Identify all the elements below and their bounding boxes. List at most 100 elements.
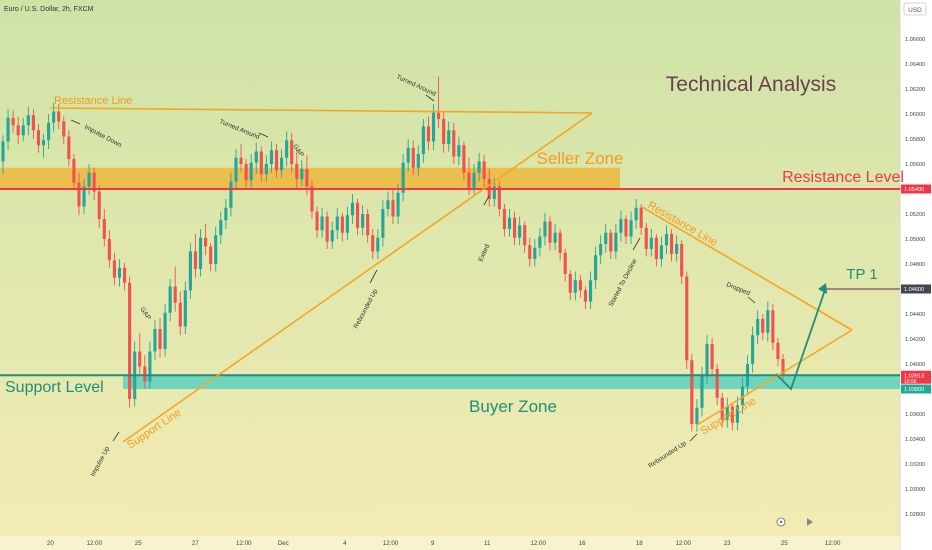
candle-body [558, 232, 562, 253]
candle [325, 211, 329, 249]
candle [310, 180, 314, 219]
y-tick-label: 1.05600 [905, 162, 925, 168]
candle [477, 152, 481, 182]
candle [11, 110, 15, 133]
candle [21, 117, 25, 142]
currency-badge [903, 2, 927, 16]
candle-body [254, 151, 258, 163]
candle-body [442, 119, 446, 144]
candle-body [77, 182, 81, 207]
price-tag-subtext: 19:56 [904, 379, 917, 385]
candle [143, 355, 147, 389]
candle [300, 160, 304, 187]
price-tag-text: 1.05400 [904, 187, 924, 193]
arrow-impulse-down-icon [70, 119, 81, 125]
candle-body [214, 235, 218, 264]
candle [690, 354, 694, 432]
y-tick-label: 1.03200 [905, 462, 925, 468]
candle [117, 259, 122, 287]
support-line-right [696, 329, 853, 426]
candle [31, 109, 35, 139]
candle-body [259, 151, 263, 174]
candle [254, 142, 258, 174]
candle-body [502, 209, 506, 229]
candle-body [198, 237, 203, 269]
y-tick-label: 1.05200 [905, 212, 925, 218]
candle-body [771, 310, 775, 343]
candle-body [507, 217, 512, 229]
x-tick-label: 9 [431, 540, 435, 547]
price-tag-text: 1.03800 [904, 387, 924, 393]
candle [761, 314, 765, 341]
candle-body [138, 351, 142, 367]
candle-body [345, 215, 349, 233]
candle [568, 270, 572, 301]
x-tick-label: 16 [579, 540, 586, 547]
candle-body [112, 260, 116, 278]
y-tick-label: 1.04800 [905, 262, 925, 268]
seller-zone-label: Seller Zone [537, 149, 624, 168]
candle-body [143, 366, 147, 382]
candle-body [102, 219, 106, 239]
event-flag-icon[interactable] [807, 518, 813, 526]
candle [72, 154, 76, 191]
candle [102, 209, 106, 247]
candle-body [280, 157, 284, 171]
candle [406, 139, 410, 172]
candle-body [290, 140, 294, 164]
arrow-exited-icon [483, 195, 490, 206]
arrow-turned-around-2-icon [425, 94, 435, 102]
candle [229, 172, 233, 217]
arrow-rebounded-up-2-icon [689, 433, 698, 442]
candle [482, 155, 486, 188]
candle-body [168, 286, 172, 313]
candle-body [234, 157, 238, 182]
candle-body [599, 244, 603, 256]
candle [543, 212, 547, 246]
candle [396, 184, 400, 224]
candle-body [148, 351, 152, 382]
candle [766, 301, 770, 342]
candle [386, 191, 390, 217]
candle-body [381, 209, 385, 238]
candle [401, 154, 405, 202]
candle [168, 279, 172, 322]
candle [675, 235, 679, 262]
candle-body [366, 214, 370, 236]
seller-zone [0, 167, 620, 189]
candle-body [482, 161, 486, 179]
candle [128, 276, 132, 408]
candle-body [462, 145, 466, 173]
candle [740, 377, 745, 414]
candle [573, 271, 577, 301]
candle-body [594, 255, 598, 281]
candle-body [396, 192, 400, 217]
candle-body [97, 191, 101, 219]
resistance-line-top-label: Resistance Line [54, 95, 132, 107]
candle [437, 76, 441, 128]
candle [756, 310, 760, 344]
candle [244, 159, 248, 188]
candle-body [87, 172, 91, 187]
candle [264, 155, 268, 182]
candle [654, 234, 658, 267]
candle [178, 291, 182, 336]
currency-label: USD [908, 7, 922, 14]
candle-body [538, 236, 542, 248]
trend-lines [49, 107, 853, 443]
candle-body [173, 286, 177, 303]
candle [366, 209, 370, 243]
candle [563, 249, 567, 282]
candle [609, 229, 613, 259]
candle-body [467, 172, 471, 188]
price-tag-box [901, 284, 931, 294]
candle-body [274, 150, 279, 171]
candle [426, 116, 431, 151]
candle [594, 246, 598, 289]
candle [391, 189, 395, 224]
candle [193, 234, 198, 278]
candle-body [178, 302, 182, 327]
candle [452, 122, 456, 164]
candle-body [72, 159, 76, 183]
candle [77, 172, 81, 216]
